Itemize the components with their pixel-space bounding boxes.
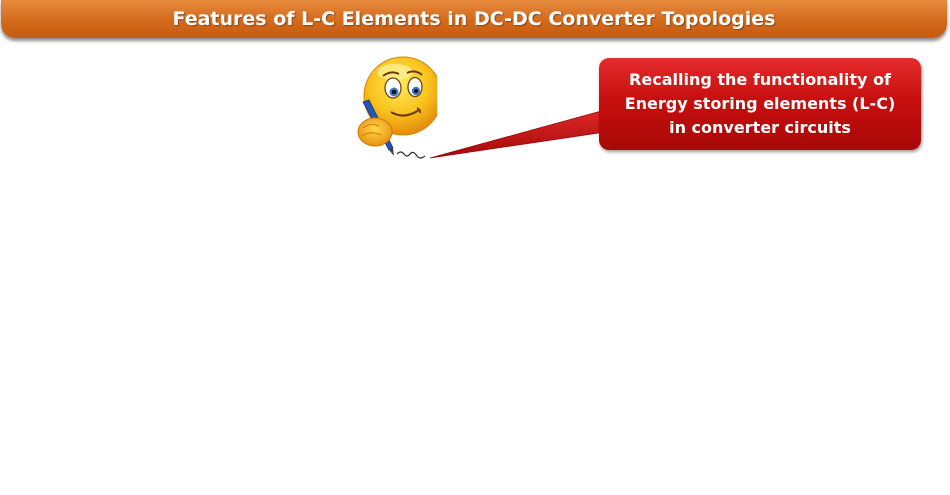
callout-line-3: in converter circuits bbox=[669, 118, 851, 137]
writing-smiley-face-icon bbox=[357, 56, 437, 159]
callout-box: Recalling the functionality of Energy st… bbox=[599, 58, 921, 150]
slide-title: Features of L-C Elements in DC-DC Conver… bbox=[172, 8, 776, 30]
callout-line-1: Recalling the functionality of bbox=[629, 70, 891, 89]
callout-line-2: Energy storing elements (L-C) bbox=[624, 94, 896, 113]
title-bar: Features of L-C Elements in DC-DC Conver… bbox=[1, 0, 947, 38]
